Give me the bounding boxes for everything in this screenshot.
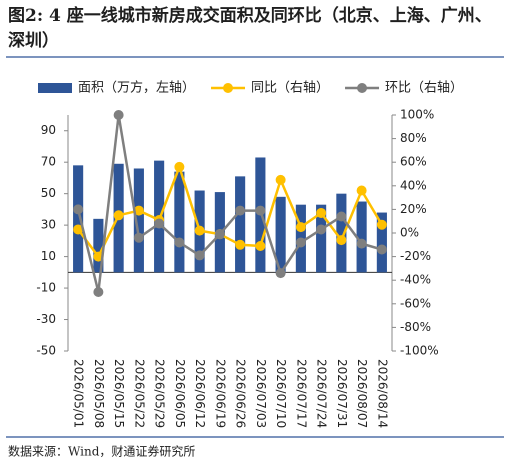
marker [295, 222, 306, 233]
x-tick-label: 2026/05/15 [112, 359, 126, 428]
bar [73, 165, 84, 273]
legend-swatch [223, 83, 234, 93]
line [77, 163, 383, 259]
y2-tick-label: -20% [400, 249, 431, 263]
y-tick-label: -30 [36, 312, 56, 326]
y-tick-label: 50 [41, 186, 56, 200]
y-tick-label: -10 [36, 281, 56, 295]
marker [356, 238, 367, 249]
y2-tick-label: 80% [400, 131, 427, 145]
source: 数据来源：Wind，财通证券研究所 [8, 444, 195, 459]
x-tick-label: 2026/05/01 [72, 359, 86, 428]
y-tick-label: 90 [41, 123, 56, 137]
marker [295, 237, 306, 248]
x-tick-label: 2026/06/12 [193, 359, 207, 428]
y2-tick-label: 0% [400, 226, 419, 240]
x-tick-label: 2026/08/14 [375, 359, 389, 428]
marker [133, 205, 144, 216]
bar [133, 168, 144, 273]
y2-tick-label: -60% [400, 296, 431, 310]
marker [336, 211, 347, 222]
x-tick-label: 2026/05/29 [153, 359, 167, 428]
marker [316, 224, 327, 235]
y-tick-label: -50 [36, 344, 56, 358]
marker [113, 210, 124, 221]
marker [235, 205, 246, 216]
legend-swatch [38, 83, 72, 93]
bar [174, 171, 185, 273]
y2-tick-label: 20% [400, 202, 427, 216]
marker [316, 207, 327, 218]
legend-label: 环比（右轴） [385, 81, 463, 96]
x-tick-label: 2026/07/31 [335, 359, 349, 428]
x-tick-label: 2026/05/22 [132, 359, 146, 428]
x-tick-label: 2026/08/07 [355, 359, 369, 428]
marker [336, 235, 347, 246]
legend-label: 面积（万方，左轴） [78, 80, 195, 96]
x-tick-label: 2026/06/19 [213, 359, 227, 428]
marker [214, 229, 225, 240]
marker [93, 287, 104, 297]
marker [174, 161, 185, 172]
bar [336, 193, 347, 273]
marker [194, 250, 205, 261]
x-tick-label: 2026/07/24 [315, 359, 329, 428]
marker [376, 244, 387, 255]
y2-tick-label: 40% [400, 178, 427, 192]
marker [235, 239, 246, 250]
bar [316, 204, 327, 273]
marker [275, 268, 286, 279]
x-tick-label: 2026/06/26 [234, 359, 248, 428]
marker [194, 225, 205, 236]
y2-tick-label: 60% [400, 155, 427, 169]
marker [255, 205, 266, 216]
bar [93, 218, 104, 273]
y2-tick-label: -100% [400, 344, 439, 358]
marker [275, 174, 286, 185]
y-tick-label: 30 [41, 218, 56, 232]
legend-label: 同比（右轴） [251, 81, 329, 96]
y-tick-label: 10 [41, 249, 56, 263]
marker [154, 218, 165, 229]
marker [73, 224, 84, 235]
marker [356, 185, 367, 196]
marker [93, 251, 104, 262]
marker [376, 219, 387, 230]
x-tick-label: 2026/07/03 [254, 359, 268, 428]
legend-swatch [357, 83, 368, 93]
y2-tick-label: 100% [400, 108, 434, 122]
marker [113, 110, 124, 120]
bar [235, 176, 246, 273]
bar [376, 212, 387, 273]
marker [73, 204, 84, 215]
x-tick-label: 2026/07/10 [274, 359, 288, 428]
marker [133, 232, 144, 243]
bar [356, 201, 367, 273]
bar [275, 196, 286, 273]
x-tick-label: 2026/05/08 [92, 359, 106, 428]
marker [255, 240, 266, 251]
chart-title: 图2: 4 座一线城市新房成交面积及同环比（北京、上海、广州、深圳） [8, 6, 492, 51]
x-tick-label: 2026/07/17 [294, 359, 308, 428]
x-tick-label: 2026/06/05 [173, 359, 187, 428]
line [76, 114, 383, 293]
y-tick-label: 70 [41, 155, 56, 169]
y2-tick-label: -40% [400, 273, 431, 287]
marker [174, 237, 185, 248]
y2-tick-label: -80% [400, 320, 431, 334]
